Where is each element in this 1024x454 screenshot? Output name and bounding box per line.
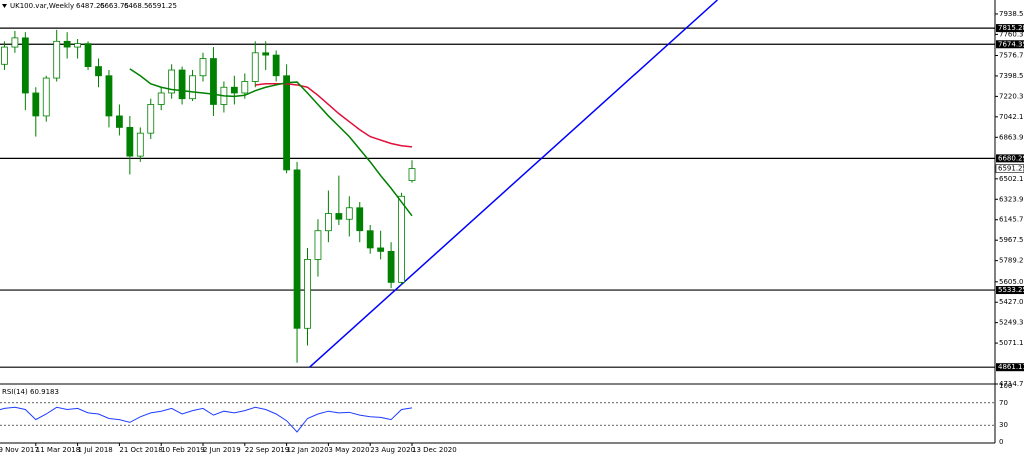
candle-body bbox=[345, 207, 353, 220]
candle-body bbox=[126, 127, 134, 157]
x-tick-label: 1 Jul 2018 bbox=[78, 446, 113, 454]
candle-body bbox=[335, 213, 343, 220]
level-label: 7815.28 bbox=[998, 24, 1024, 32]
candle-body bbox=[168, 69, 176, 94]
y-tick-label: 7760.30 bbox=[999, 30, 1024, 38]
candle-body bbox=[283, 75, 291, 171]
candle-body bbox=[199, 58, 207, 77]
level-label: 7674.35 bbox=[998, 40, 1024, 48]
candle-body bbox=[42, 77, 50, 117]
level-label-box bbox=[996, 154, 1024, 163]
menu-arrow[interactable] bbox=[2, 4, 7, 8]
y-tick-label: 7938.55 bbox=[999, 10, 1024, 18]
candle-body bbox=[366, 230, 374, 249]
candle-body bbox=[147, 104, 155, 134]
trendline bbox=[309, 0, 718, 368]
x-tick-label: 19 Nov 2017 bbox=[0, 446, 39, 454]
candle-body bbox=[74, 43, 81, 48]
candle-body bbox=[210, 58, 217, 105]
y-tick-label: 5427.00 bbox=[999, 298, 1024, 306]
price-label: 6591.25 bbox=[998, 165, 1024, 173]
candle-body bbox=[314, 230, 322, 260]
x-tick-label: 11 Mar 2018 bbox=[36, 446, 80, 454]
level-label: 5533.25 bbox=[998, 286, 1024, 294]
x-tick-label: 3 May 2020 bbox=[328, 446, 369, 454]
y-tick-label: 6323.90 bbox=[999, 195, 1024, 203]
y-tick-label: 6863.90 bbox=[999, 133, 1024, 141]
rsi-tick-label: 70 bbox=[999, 399, 1008, 407]
y-tick-label: 5071.10 bbox=[999, 339, 1024, 347]
rsi-tick-label: 100 bbox=[999, 382, 1012, 390]
candle-body bbox=[408, 168, 416, 181]
candle-body bbox=[84, 43, 92, 67]
candle-body bbox=[11, 37, 19, 48]
level-label-box bbox=[996, 40, 1024, 49]
candle-body bbox=[324, 213, 332, 232]
x-tick-label: 23 Aug 2020 bbox=[370, 446, 415, 454]
y-tick-label: 4714.70 bbox=[999, 380, 1024, 388]
price-label-box bbox=[995, 164, 1024, 173]
candle-body bbox=[377, 247, 385, 252]
high-value: 6663.75 bbox=[100, 2, 129, 10]
x-tick-label: 13 Dec 2020 bbox=[412, 446, 457, 454]
candle-body bbox=[387, 250, 395, 283]
close-value: 6591.25 bbox=[148, 2, 177, 10]
candle-body bbox=[95, 66, 102, 77]
candle-body bbox=[136, 132, 144, 157]
rsi-name: RSI(14) bbox=[2, 388, 28, 396]
rsi-tick-label: 30 bbox=[999, 421, 1008, 429]
rsi-line bbox=[0, 406, 413, 433]
y-tick-label: 6145.70 bbox=[999, 216, 1024, 224]
candle-body bbox=[53, 40, 61, 79]
candle-body bbox=[356, 207, 364, 232]
candle-body bbox=[251, 52, 259, 82]
chart-title: UK100.var,Weekly bbox=[10, 2, 74, 10]
y-tick-label: 7042.10 bbox=[999, 113, 1024, 121]
candle-body bbox=[1, 46, 8, 65]
candle-body bbox=[230, 86, 238, 94]
rsi-tick-label: 0 bbox=[999, 438, 1003, 446]
candle-body bbox=[241, 81, 249, 94]
candle-body bbox=[189, 75, 196, 100]
candle-body bbox=[105, 75, 113, 117]
y-tick-label: 6502.10 bbox=[999, 175, 1024, 183]
x-tick-label: 21 Oct 2018 bbox=[119, 446, 162, 454]
level-label-box bbox=[996, 363, 1024, 372]
level-label-box bbox=[996, 24, 1024, 33]
x-tick-label: 12 Jan 2020 bbox=[287, 446, 329, 454]
x-tick-label: 10 Feb 2019 bbox=[161, 446, 205, 454]
low-value: 6468.5 bbox=[124, 2, 149, 10]
level-label: 6680.29 bbox=[998, 154, 1024, 162]
candle-body bbox=[178, 69, 186, 100]
candle-body bbox=[63, 40, 71, 48]
y-tick-label: 7576.70 bbox=[999, 51, 1024, 59]
candle-body bbox=[272, 54, 280, 77]
x-tick-label: 22 Sep 2019 bbox=[245, 446, 289, 454]
candle-body bbox=[304, 259, 311, 329]
moving-average bbox=[129, 68, 413, 217]
level-label-box bbox=[996, 286, 1024, 295]
level-label: 4861.11 bbox=[998, 363, 1024, 371]
y-tick-label: 7398.55 bbox=[999, 72, 1024, 80]
candle-body bbox=[32, 92, 40, 117]
candle-body bbox=[157, 92, 165, 105]
y-tick-label: 7220.30 bbox=[999, 92, 1024, 100]
candle-body bbox=[262, 52, 270, 56]
candle-body bbox=[398, 195, 405, 283]
y-tick-label: 5789.25 bbox=[999, 257, 1024, 265]
candle-body bbox=[21, 37, 29, 94]
open-value: 6487.25 bbox=[76, 2, 105, 10]
candle-body bbox=[116, 115, 123, 128]
y-tick-label: 5605.00 bbox=[999, 278, 1024, 286]
y-tick-label: 5249.30 bbox=[999, 319, 1024, 327]
x-tick-label: 2 Jun 2019 bbox=[203, 446, 241, 454]
y-tick-label: 5967.50 bbox=[999, 236, 1024, 244]
rsi-value: 60.9183 bbox=[30, 388, 59, 396]
candle-body bbox=[293, 169, 301, 329]
